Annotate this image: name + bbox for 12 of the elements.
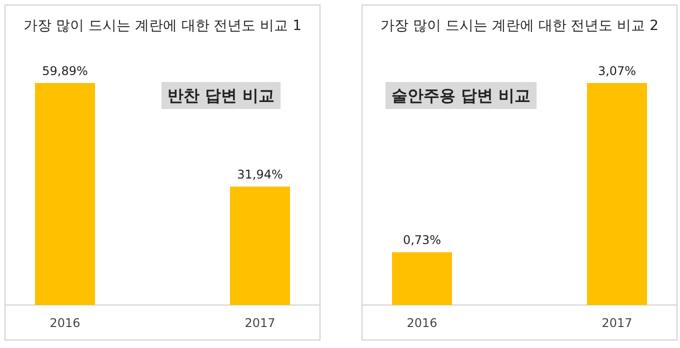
x-tick-label: 2017: [244, 316, 276, 330]
annotation: 술안주용 답변 비교: [391, 86, 531, 105]
x-tick-label: 2016: [406, 316, 438, 330]
x-tick-label: 2017: [602, 316, 632, 330]
data-label: 3,07%: [598, 64, 636, 78]
data-label: 59,89%: [42, 64, 88, 78]
x-tick-label: 2016: [50, 316, 80, 330]
data-label: 0,73%: [402, 233, 442, 248]
data-label: 31,94%: [237, 168, 283, 182]
annotation: 반찬 답변 비교: [167, 86, 275, 105]
chart-title: 가장 많이 드시는 계란에 대한 전년도 비교 2: [380, 18, 659, 34]
chart-title: 가장 많이 드시는 계란에 대한 전년도 비교 1: [23, 18, 302, 34]
